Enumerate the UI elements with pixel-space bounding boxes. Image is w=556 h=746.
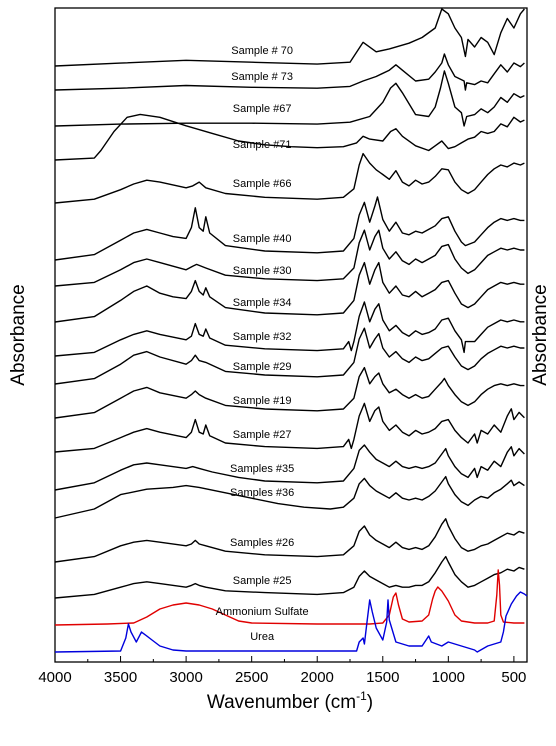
- series-label-0: Sample # 70: [231, 45, 293, 57]
- series-line-11: [54, 402, 525, 453]
- y-axis-title-right: Absorbance: [530, 284, 551, 385]
- x-axis-title: Wavenumber (cm-1): [207, 689, 373, 713]
- series-label-15: Sample #25: [233, 575, 292, 587]
- series-line-13: [54, 475, 525, 519]
- series-label-8: Sample #32: [233, 331, 292, 343]
- series-line-3: [54, 113, 525, 161]
- series-label-5: Sample #40: [233, 233, 292, 245]
- series-labels-group: Sample # 70 Sample # 73 Sample #67 Sample #…: [216, 45, 309, 643]
- series-line-5: [54, 196, 525, 261]
- x-tick-label-3000: 3000: [169, 669, 202, 686]
- series-line-4: [54, 152, 525, 204]
- x-tick-label-1000: 1000: [432, 669, 465, 686]
- series-label-7: Sample #34: [233, 297, 292, 309]
- series-label-1: Sample # 73: [231, 71, 293, 83]
- spectra-series-group: [54, 8, 528, 653]
- series-line-14: [54, 518, 525, 563]
- series-line-9: [54, 327, 525, 385]
- series-label-16: Ammonium Sulfate: [216, 606, 309, 618]
- series-label-17: Urea: [250, 631, 275, 643]
- series-label-10: Sample #19: [233, 395, 292, 407]
- series-label-3: Sample #71: [233, 139, 292, 151]
- series-label-13: Samples #36: [230, 487, 294, 499]
- x-axis-ticks: 4000 3500 3000 2500 2000 1500 1000 500: [38, 656, 526, 686]
- series-line-7: [54, 261, 525, 323]
- x-tick-label-3500: 3500: [104, 669, 137, 686]
- series-label-11: Sample #27: [233, 429, 292, 441]
- series-label-14: Samples #26: [230, 537, 294, 549]
- series-line-17: [54, 591, 528, 653]
- series-line-6: [54, 229, 525, 287]
- x-tick-label-4000: 4000: [38, 669, 71, 686]
- x-tick-label-1500: 1500: [366, 669, 399, 686]
- series-label-12: Samples #35: [230, 463, 294, 475]
- x-tick-label-500: 500: [501, 669, 526, 686]
- series-line-12: [54, 444, 525, 491]
- plot-frame: [54, 7, 528, 663]
- x-tick-label-2500: 2500: [235, 669, 268, 686]
- series-line-16: [54, 569, 525, 626]
- series-line-8: [54, 301, 525, 357]
- x-tick-label-2000: 2000: [301, 669, 334, 686]
- series-line-15: [54, 555, 525, 599]
- y-axis-title-left: Absorbance: [8, 284, 29, 385]
- series-line-1: [54, 53, 525, 91]
- series-label-4: Sample #66: [233, 178, 292, 190]
- series-line-2: [54, 70, 525, 127]
- series-label-2: Sample #67: [233, 103, 292, 115]
- series-line-10: [54, 366, 525, 419]
- series-line-0: [54, 8, 525, 67]
- series-label-6: Sample #30: [233, 265, 292, 277]
- series-label-9: Sample #29: [233, 361, 292, 373]
